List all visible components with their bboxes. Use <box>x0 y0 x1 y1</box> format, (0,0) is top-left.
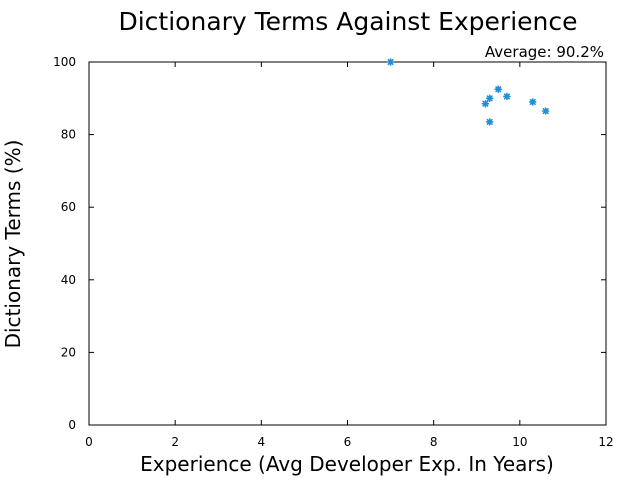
plot-area <box>88 61 607 426</box>
x-axis-ticks: 0 2 4 6 8 10 12 <box>85 62 614 449</box>
data-points <box>386 58 550 126</box>
y-tick-label: 20 <box>61 345 76 359</box>
y-tick-label: 60 <box>61 200 76 214</box>
x-tick-label: 0 <box>85 435 93 449</box>
average-annotation: Average: 90.2% <box>485 43 604 61</box>
y-tick-label: 0 <box>68 418 76 432</box>
x-tick-label: 6 <box>344 435 352 449</box>
y-axis-ticks: 0 20 40 60 80 100 <box>53 55 606 432</box>
y-tick-label: 40 <box>61 273 76 287</box>
y-tick-label: 100 <box>53 55 76 69</box>
x-tick-label: 2 <box>171 435 179 449</box>
x-tick-label: 12 <box>598 435 613 449</box>
data-point <box>485 94 494 103</box>
data-point <box>528 98 537 106</box>
x-tick-label: 8 <box>430 435 438 449</box>
x-axis-label: Experience (Avg Developer Exp. In Years) <box>140 452 554 476</box>
data-point <box>481 99 490 108</box>
data-point <box>503 92 511 101</box>
chart-title: Dictionary Terms Against Experience <box>118 7 577 36</box>
x-tick-label: 4 <box>258 435 266 449</box>
y-axis-label: Dictionary Terms (%) <box>1 140 25 349</box>
data-point <box>485 118 494 126</box>
data-point <box>494 85 503 94</box>
data-point <box>541 107 550 115</box>
x-tick-label: 10 <box>512 435 527 449</box>
data-point <box>386 58 395 66</box>
y-tick-label: 80 <box>61 128 76 142</box>
